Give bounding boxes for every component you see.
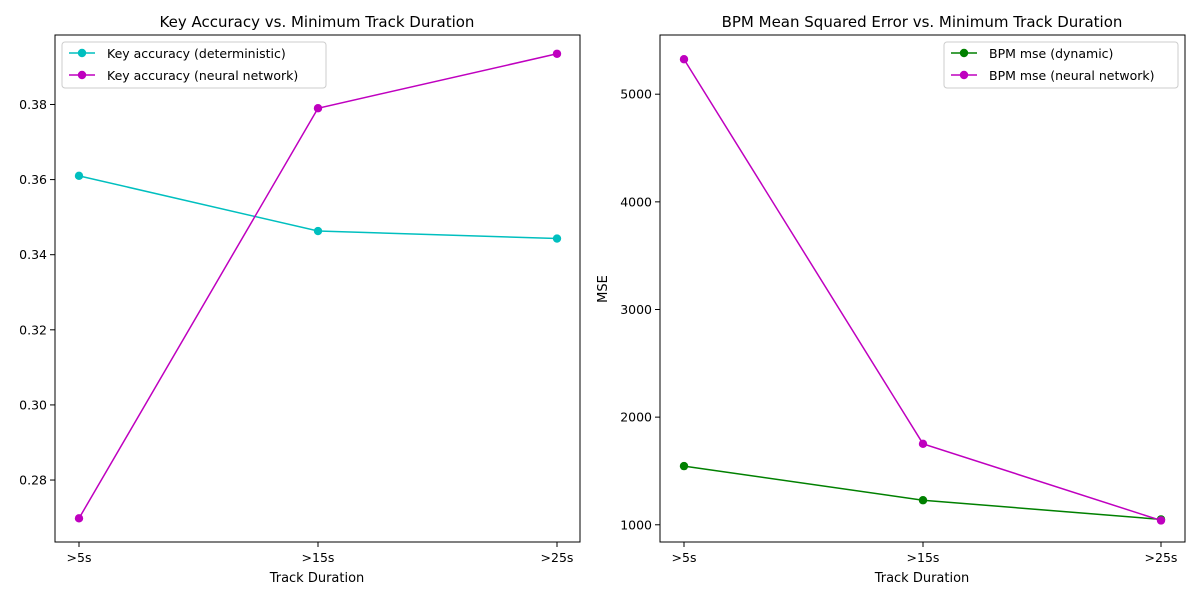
- x-ticks: >5s >15s >25s: [672, 542, 1178, 565]
- plot-area: [679, 55, 1166, 525]
- y-axis-label: MSE: [596, 275, 611, 303]
- chart-title: Key Accuracy vs. Minimum Track Duration: [160, 13, 475, 31]
- x-axis-label: Track Duration: [269, 571, 365, 586]
- data-point: [679, 461, 689, 471]
- x-tick-label: >15s: [302, 550, 335, 565]
- y-tick-label: 0.38: [19, 97, 47, 112]
- data-point: [313, 226, 323, 236]
- y-tick-label: 5000: [620, 87, 652, 102]
- y-tick-label: 1000: [620, 517, 652, 532]
- x-ticks: >5s >15s >25s: [67, 542, 574, 565]
- chart-key-accuracy: Key Accuracy vs. Minimum Track Duration …: [19, 13, 581, 586]
- x-tick-label: >15s: [907, 550, 940, 565]
- legend: BPM mse (dynamic) BPM mse (neural networ…: [943, 41, 1179, 89]
- y-tick-label: 0.32: [19, 322, 47, 337]
- y-ticks: 1000 2000 3000 4000 5000: [620, 87, 660, 532]
- y-tick-label: 0.36: [19, 172, 47, 187]
- legend-label-dynamic: BPM mse (dynamic): [989, 46, 1113, 61]
- y-tick-label: 2000: [620, 410, 652, 425]
- data-point: [552, 49, 562, 58]
- series-line-1: [78, 53, 558, 519]
- data-point: [74, 171, 84, 181]
- x-axis-label: Track Duration: [874, 571, 970, 586]
- legend-box: [61, 41, 327, 89]
- chart-bpm-mse: BPM Mean Squared Error vs. Minimum Track…: [596, 13, 1186, 586]
- data-point: [313, 104, 323, 113]
- legend: Key accuracy (deterministic) Key accurac…: [61, 41, 327, 89]
- legend-marker-deterministic: [77, 48, 87, 58]
- y-tick-label: 0.28: [19, 473, 47, 488]
- data-point: [74, 514, 84, 523]
- chart-title: BPM Mean Squared Error vs. Minimum Track…: [722, 13, 1123, 31]
- data-point: [552, 234, 562, 243]
- axes-frame: [659, 34, 1186, 543]
- y-tick-label: 0.30: [19, 397, 47, 412]
- legend-label-deterministic: Key accuracy (deterministic): [107, 46, 286, 61]
- x-tick-label: >25s: [541, 550, 574, 565]
- series-line-0: [683, 465, 1162, 521]
- legend-marker-neural-network: [77, 70, 87, 80]
- y-tick-label: 0.34: [19, 247, 47, 262]
- data-point: [679, 55, 689, 64]
- legend-label-neural-network: BPM mse (neural network): [989, 68, 1155, 83]
- data-point: [1156, 516, 1166, 525]
- y-tick-label: 3000: [620, 302, 652, 317]
- y-tick-label: 4000: [620, 194, 652, 209]
- x-tick-label: >5s: [67, 550, 92, 565]
- x-tick-label: >5s: [672, 550, 697, 565]
- legend-box: [943, 41, 1179, 89]
- data-point: [918, 439, 928, 449]
- legend-marker-neural-network: [959, 70, 969, 80]
- y-ticks: 0.28 0.30 0.32 0.34 0.36 0.38: [19, 97, 55, 488]
- legend-marker-dynamic: [959, 48, 969, 58]
- data-point: [918, 496, 928, 505]
- legend-label-neural-network: Key accuracy (neural network): [107, 68, 298, 83]
- plot-area: [74, 49, 562, 523]
- x-tick-label: >25s: [1145, 550, 1178, 565]
- series-line-1: [683, 58, 1162, 522]
